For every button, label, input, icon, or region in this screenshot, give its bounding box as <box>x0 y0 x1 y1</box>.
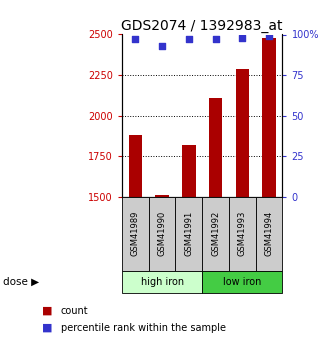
Bar <box>209 98 222 197</box>
Text: GSM41994: GSM41994 <box>265 211 273 256</box>
Text: ■: ■ <box>42 323 52 333</box>
Point <box>240 35 245 40</box>
Bar <box>122 197 149 271</box>
Point <box>266 33 272 39</box>
Bar <box>176 197 202 271</box>
Text: low iron: low iron <box>223 277 262 287</box>
Bar <box>182 145 195 197</box>
Point <box>160 43 165 49</box>
Bar <box>149 197 176 271</box>
Bar <box>263 38 276 197</box>
Bar <box>256 197 282 271</box>
Text: GSM41992: GSM41992 <box>211 211 220 256</box>
Text: GSM41991: GSM41991 <box>184 211 193 256</box>
Point <box>213 37 218 42</box>
Bar <box>229 197 256 271</box>
Bar <box>202 271 282 293</box>
Text: ■: ■ <box>42 306 52 315</box>
Bar <box>202 197 229 271</box>
Text: high iron: high iron <box>141 277 184 287</box>
Text: percentile rank within the sample: percentile rank within the sample <box>61 323 226 333</box>
Title: GDS2074 / 1392983_at: GDS2074 / 1392983_at <box>121 19 283 33</box>
Text: GSM41993: GSM41993 <box>238 211 247 256</box>
Text: GSM41990: GSM41990 <box>158 211 167 256</box>
Text: count: count <box>61 306 89 315</box>
Text: dose ▶: dose ▶ <box>3 277 39 287</box>
Point <box>133 37 138 42</box>
Bar <box>122 271 202 293</box>
Bar <box>155 195 169 197</box>
Text: GSM41989: GSM41989 <box>131 211 140 256</box>
Bar <box>236 69 249 197</box>
Point <box>186 37 191 42</box>
Bar <box>129 135 142 197</box>
